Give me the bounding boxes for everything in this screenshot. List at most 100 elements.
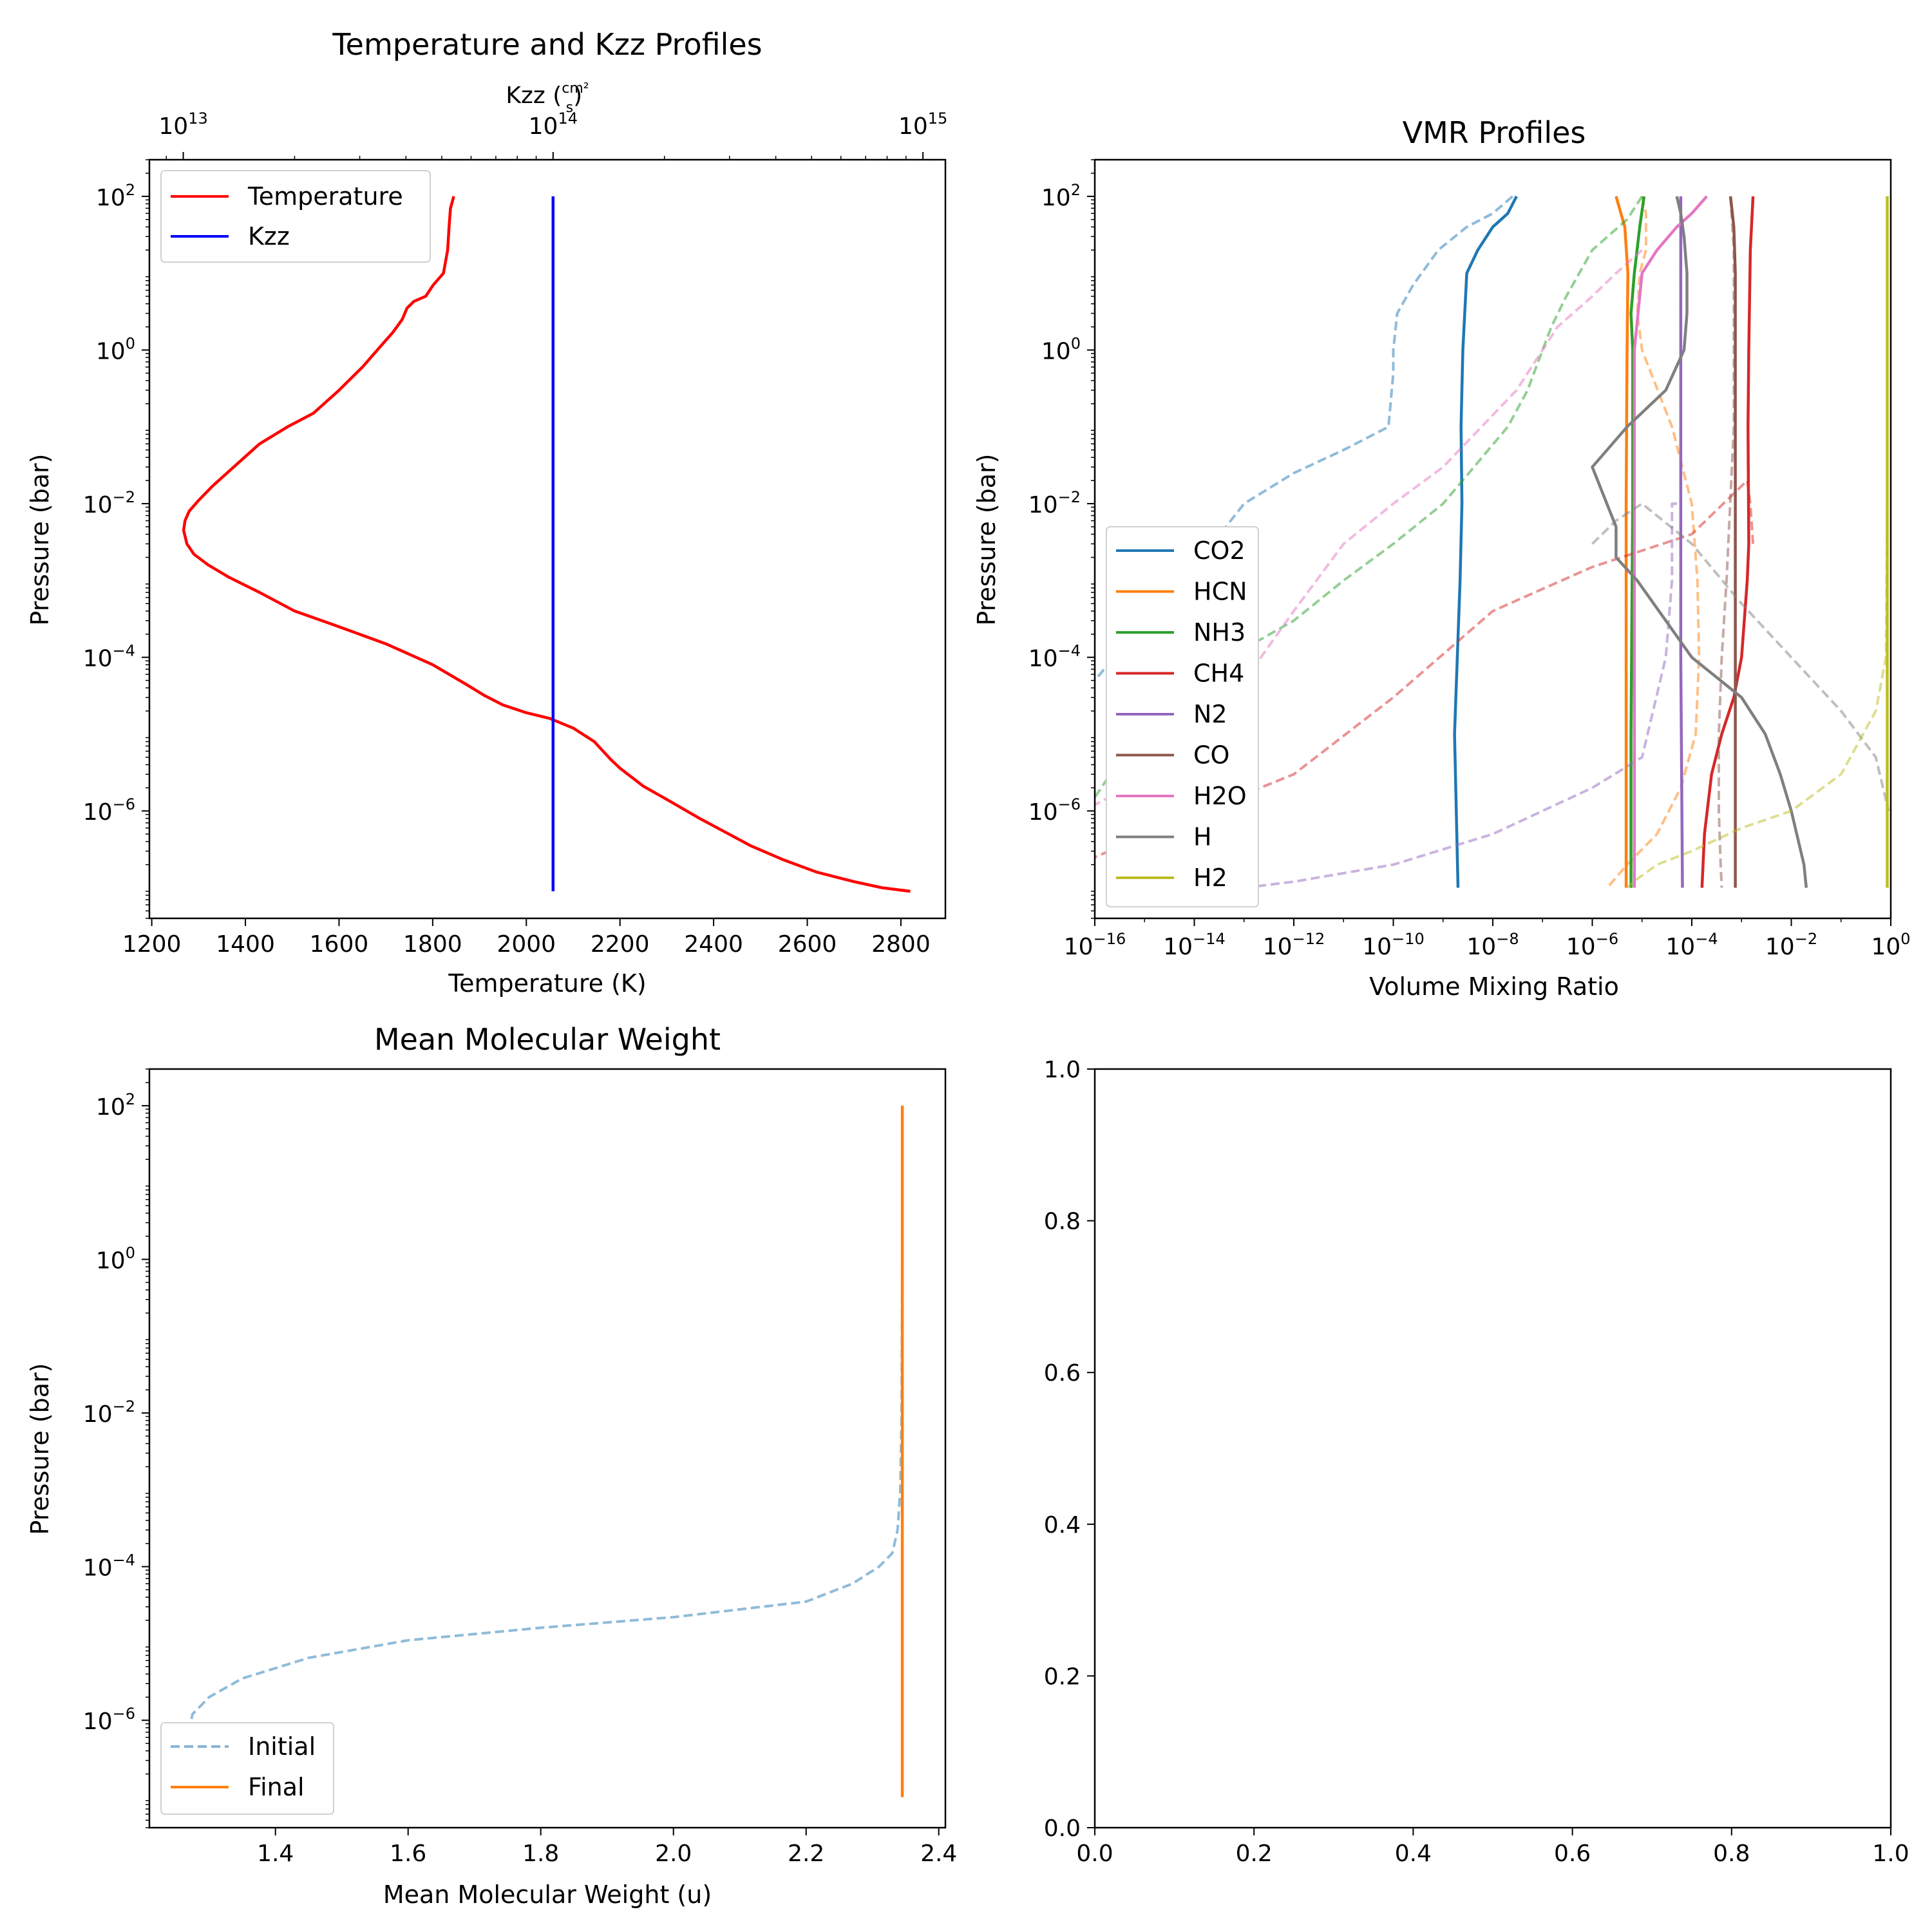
- panel2-legend: CO2 HCN NH3 CH4 N2 CO H2O H H2: [1106, 526, 1259, 907]
- panel2-ytick-label: 100: [1041, 334, 1081, 365]
- co-initial-line: [1718, 196, 1736, 888]
- panel3-ytick-label: 10−4: [83, 1551, 135, 1582]
- panel3-xlabel: Mean Molecular Weight (u): [383, 1880, 712, 1909]
- legend-kzz-label: Kzz: [248, 222, 290, 251]
- panel1-xtick-label: 2800: [871, 931, 931, 958]
- panel4-ytick-label: 1.0: [1044, 1057, 1081, 1083]
- panel3-ytick-label: 10−6: [83, 1705, 135, 1735]
- panel2-xtick-label: 10−8: [1466, 930, 1519, 960]
- n2-initial-line: [1244, 196, 1682, 889]
- panel4-ytick-label: 0.2: [1044, 1663, 1081, 1690]
- panel4-xtick-label: 0.0: [1076, 1841, 1113, 1867]
- legend-h2o-label: H2O: [1193, 782, 1247, 810]
- legend-temperature-label: Temperature: [247, 182, 403, 211]
- panel2-xtick-label: 10−4: [1665, 930, 1718, 960]
- panel3-ytick-label: 10−2: [83, 1397, 135, 1428]
- mmw-initial-line: [183, 1105, 904, 1797]
- h-final-line: [1591, 196, 1808, 888]
- hcn-final-line: [1615, 196, 1630, 888]
- panel3-frame: [148, 1068, 947, 1829]
- panel2-ytick-label: 102: [1041, 181, 1081, 211]
- legend-hcn-label: HCN: [1193, 578, 1247, 606]
- panel1-ylabel: Pressure (bar): [26, 453, 54, 625]
- panel2-ytick-label: 10−6: [1028, 795, 1081, 826]
- panel1-xlabel: Temperature (K): [448, 969, 646, 998]
- panel2-ytick-label: 10−2: [1028, 488, 1081, 518]
- panel1-xtick-label: 2600: [778, 931, 837, 958]
- panel1-lines: [182, 196, 911, 893]
- panel4-xtick-label: 0.2: [1236, 1841, 1273, 1867]
- n2-final-line: [1679, 196, 1684, 888]
- legend-initial-label: Initial: [248, 1732, 316, 1761]
- panel4-frame: [1094, 1068, 1892, 1829]
- panel3-legend: Initial Final: [160, 1722, 334, 1815]
- vmr-profiles-panel: VMR Profiles Volume Mixing Ratio Pressur…: [972, 115, 1911, 1001]
- panel1-xtick-label: 2000: [497, 931, 556, 958]
- panel3-ytick-label: 102: [96, 1090, 135, 1121]
- panel4-ytick-label: 0.6: [1044, 1360, 1081, 1387]
- hcn-initial-line: [1606, 196, 1701, 889]
- panel2-xlabel: Volume Mixing Ratio: [1369, 972, 1619, 1001]
- legend-h-label: H: [1193, 823, 1212, 851]
- legend-co2-label: CO2: [1193, 536, 1245, 565]
- panel3-xtick-label: 1.4: [257, 1841, 294, 1867]
- legend-nh3-label: NH3: [1193, 618, 1245, 647]
- panel3-lines: [183, 1105, 904, 1797]
- co2-initial-line: [1095, 195, 1514, 681]
- panel2-ytick-label: 10−4: [1028, 642, 1081, 672]
- panel4-ytick-label: 0.8: [1044, 1209, 1081, 1235]
- panel1-xtick-label: 1600: [310, 931, 369, 958]
- legend-n2-label: N2: [1193, 700, 1227, 728]
- mmw-panel: Mean Molecular Weight Mean Molecular Wei…: [26, 1022, 957, 1909]
- panel4-xtick-label: 0.4: [1395, 1841, 1432, 1867]
- panel3-ytick-label: 100: [96, 1244, 135, 1274]
- temperature-kzz-panel: Temperature and Kzz Profiles Kzz (cm² s) …: [26, 27, 947, 998]
- panel4-xtick-label: 0.8: [1713, 1841, 1750, 1867]
- panel3-xtick-label: 2.0: [655, 1841, 692, 1867]
- co2-final-line: [1453, 195, 1518, 888]
- panel3-ticks: 1.4 1.6 1.8 2.0 2.2 2.4 10−6 10−4 10−2 100 102: [83, 1068, 957, 1867]
- panel1-ticks: 1200 1400 1600 1800 2000 2200 2400 2600 2800 10−6…: [83, 109, 948, 958]
- panel1-xtick-label: 1400: [216, 931, 275, 958]
- panel2-frame: [1094, 158, 1892, 920]
- panel4-ytick-label: 0.0: [1044, 1815, 1081, 1842]
- panel1-ytick-label: 102: [96, 181, 135, 211]
- panel2-xtick-label: 10−2: [1765, 930, 1817, 960]
- panel1-title: Temperature and Kzz Profiles: [332, 27, 762, 62]
- panel3-xtick-label: 2.2: [788, 1841, 824, 1867]
- panel1-ytick-label: 10−2: [83, 488, 135, 518]
- h2o-final-line: [1633, 195, 1708, 888]
- panel1-xtick-label: 2200: [591, 931, 650, 958]
- panel4-ytick-label: 0.4: [1044, 1512, 1081, 1539]
- co-final-line: [1728, 196, 1737, 888]
- panel1-frame: [148, 158, 947, 920]
- panel2-xtick-label: 100: [1871, 930, 1910, 960]
- panel1-ytick-label: 10−4: [83, 642, 135, 672]
- h2o-initial-line: [1095, 249, 1643, 806]
- panel3-title: Mean Molecular Weight: [374, 1022, 721, 1057]
- panel2-xtick-label: 10−12: [1263, 930, 1325, 960]
- ch4-final-line: [1700, 196, 1755, 888]
- panel3-xtick-label: 1.6: [390, 1841, 426, 1867]
- panel1-top-tick-label: 1013: [158, 109, 207, 140]
- legend-ch4-label: CH4: [1193, 659, 1244, 688]
- panel3-ylabel: Pressure (bar): [26, 1363, 54, 1535]
- panel1-ytick-label: 10−6: [83, 795, 135, 826]
- panel4-ticks: 0.0 0.2 0.4 0.6 0.8 1.0 0.0 0.2 0.4 0.6 0.8 1.0: [1044, 1057, 1909, 1867]
- h-initial-line: [1591, 502, 1890, 811]
- panel2-xtick-label: 10−16: [1064, 930, 1126, 960]
- panel3-xtick-label: 1.8: [522, 1841, 559, 1867]
- panel1-legend: Temperature Kzz: [160, 170, 431, 263]
- panel2-xtick-label: 10−10: [1362, 930, 1424, 960]
- panel4-xtick-label: 0.6: [1554, 1841, 1591, 1867]
- empty-panel: 0.0 0.2 0.4 0.6 0.8 1.0 0.0 0.2 0.4 0.6 0.8 1.0: [1044, 1057, 1909, 1867]
- panel2-xtick-label: 10−14: [1163, 930, 1225, 960]
- panel2-xtick-label: 10−6: [1566, 930, 1618, 960]
- panel3-xtick-label: 2.4: [920, 1841, 957, 1867]
- legend-final-label: Final: [248, 1773, 305, 1801]
- panel2-ticks: 10−16 10−14 10−12 10−10 10−8 10−6 10−4 10−2 100 1…: [1028, 159, 1911, 960]
- panel1-top-tick-label: 1014: [529, 109, 578, 140]
- panel1-ytick-label: 100: [96, 334, 135, 365]
- nh3-final-line: [1629, 196, 1646, 888]
